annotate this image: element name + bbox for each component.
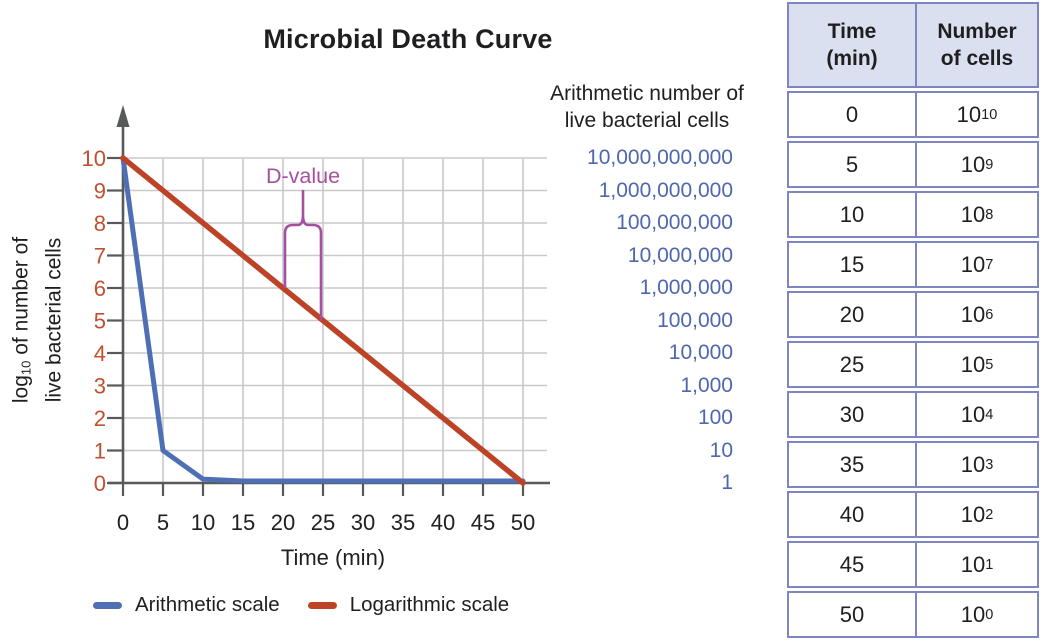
arithmetic-count-label: 1,000,000,000: [598, 178, 733, 202]
y-tick-label: 8: [94, 211, 106, 236]
table-row: 10 10 8: [787, 191, 1039, 238]
arithmetic-count-label: 100: [697, 406, 733, 429]
number-header-cell: Number of cells: [937, 20, 1017, 70]
arithmetic-series-swatch: [93, 601, 122, 609]
y-tick-label: 7: [94, 244, 106, 269]
y-tick-label: 4: [94, 341, 106, 366]
cell-count-cell: 10 4: [960, 401, 994, 427]
arithmetic-count-label: 100,000,000: [616, 211, 733, 234]
series-arithmetic-line: [120, 155, 526, 484]
legend: Arithmetic scale Logarithmic scale: [93, 592, 509, 618]
table-row: 0 10 10: [787, 91, 1039, 138]
table-row: 20 10 6: [787, 291, 1039, 338]
x-tick-label: 25: [311, 510, 335, 535]
y-axis-title-text: log10 of number of live bacterial cells: [7, 237, 68, 403]
x-tick-label: 15: [231, 510, 255, 535]
time-cell: 5: [789, 143, 917, 186]
x-axis-title: Time (min): [280, 545, 386, 570]
cell-count-cell: 10 3: [960, 451, 994, 477]
y-axis-arrow-icon: [116, 105, 130, 127]
table-row: 45 10 1: [787, 541, 1039, 588]
x-tick-label: 40: [431, 510, 455, 535]
arithmetic-axis-labels: 10,000,000,000 1,000,000,000 100,000,000 10…: [540, 0, 733, 520]
cell-count-cell: 10 5: [960, 351, 994, 377]
y-tick-label: 9: [94, 179, 106, 204]
cell-count-cell: 10 9: [960, 151, 994, 177]
legend-item-logarithmic: Logarithmic scale: [307, 593, 510, 617]
d-value-label: D-value: [266, 164, 340, 188]
x-tick-label: 5: [157, 510, 169, 535]
x-tick-label: 50: [511, 510, 535, 535]
table-row: 25 10 5: [787, 341, 1039, 388]
table-row: 50 10 0: [787, 591, 1039, 638]
cell-count-cell: 10 6: [960, 301, 994, 327]
y-tick-label: 2: [94, 406, 106, 431]
cell-count-cell: 10 1: [960, 551, 994, 577]
cell-count-cell: 10 8: [960, 201, 994, 227]
arithmetic-count-label: 10,000,000,000: [587, 146, 733, 169]
time-header-cell: Time (min): [789, 4, 917, 86]
x-tick-label: 45: [471, 510, 495, 535]
time-cell: 0: [789, 93, 917, 136]
arithmetic-count-label: 10,000: [668, 341, 733, 364]
table-row: 15 10 7: [787, 241, 1039, 288]
time-cell: 45: [789, 543, 917, 586]
arithmetic-count-label: 1,000,000: [639, 276, 733, 299]
legend-label-arithmetic: Arithmetic scale: [135, 593, 280, 616]
time-cell: 25: [789, 343, 917, 386]
cell-count-cell: 10 10: [956, 101, 998, 127]
series-logarithmic-line: [120, 155, 526, 486]
arithmetic-count-label: 1,000: [680, 373, 733, 397]
time-cell: 10: [789, 193, 917, 236]
y-tick-label: 6: [94, 276, 106, 301]
time-cell: 30: [789, 393, 917, 436]
table-row: 40 10 2: [787, 491, 1039, 538]
y-axis-title-line2: live bacterial cells: [42, 237, 66, 403]
time-cell: 20: [789, 293, 917, 336]
arithmetic-count-label: 10: [709, 438, 733, 462]
y-tick-label: 1: [94, 439, 106, 464]
time-cell: 35: [789, 443, 917, 486]
table-body: 0 10 10 5 10 9 10 10 8 15 10 7 20 10 6 25 10 5 30 10 4 35 10 3 4…: [787, 91, 1039, 638]
y-tick-label: 3: [94, 374, 106, 399]
y-tick-label: 0: [94, 471, 106, 496]
x-tick-label: 0: [117, 510, 129, 535]
time-cell: 50: [789, 593, 917, 636]
time-cell: 40: [789, 493, 917, 536]
chart-title: Microbial Death Curve: [263, 24, 553, 54]
x-tick-label: 10: [191, 510, 215, 535]
ylabel-suffix: of number of: [9, 236, 33, 361]
arithmetic-axis-heading: Arithmetic number of live bacterial cell…: [550, 82, 744, 132]
legend-label-logarithmic: Logarithmic scale: [349, 593, 510, 616]
legend-item-arithmetic: Arithmetic scale: [93, 593, 280, 617]
x-tick-label: 20: [271, 510, 295, 535]
arithmetic-count-label: 1: [721, 471, 733, 494]
ylabel-prefix: log: [9, 375, 33, 404]
table-row: 35 10 3: [787, 441, 1039, 488]
logarithmic-series-swatch: [307, 601, 337, 609]
cell-count-cell: 10 0: [960, 601, 994, 627]
ylabel-subscript: 10: [18, 360, 34, 376]
x-tick-label: 35: [391, 510, 415, 535]
table-header-row: Time (min) Number of cells: [787, 2, 1039, 88]
cell-count-cell: 10 7: [960, 251, 994, 277]
y-tick-label: 5: [94, 309, 106, 334]
y-axis-title-line1: log10 of number of: [7, 237, 40, 403]
time-cell: 15: [789, 243, 917, 286]
table-row: 30 10 4: [787, 391, 1039, 438]
arithmetic-count-label: 10,000,000: [627, 243, 733, 267]
cells-table: Time (min) Number of cells 0 10 10 5 10 9 10 10…: [787, 2, 1039, 638]
x-tick-label: 30: [351, 510, 375, 535]
y-tick-label: 10: [82, 146, 106, 171]
table-row: 5 10 9: [787, 141, 1039, 188]
arithmetic-count-label: 100,000: [657, 308, 733, 332]
cell-count-cell: 10 2: [960, 501, 994, 527]
